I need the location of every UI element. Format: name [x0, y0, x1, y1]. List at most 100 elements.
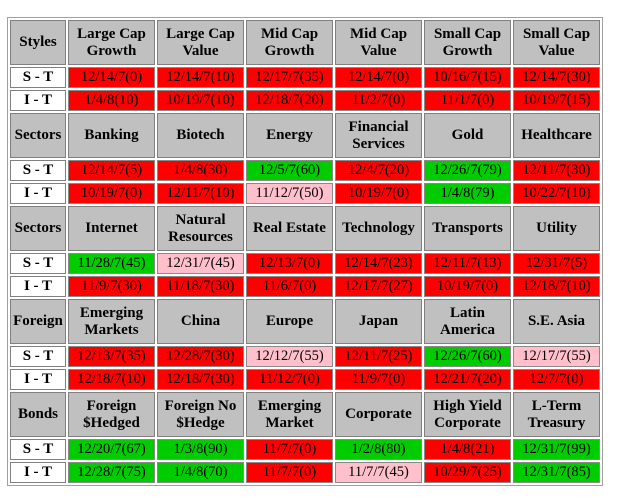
signal-cell: 11/6/7(0) — [246, 276, 333, 297]
signal-cell: 12/14/7(23) — [335, 253, 422, 274]
table-row: I - T 12/28/7(75) 1/4/8(70) 11/7/7(0) 11/7/7… — [10, 462, 600, 483]
signal-cell: 12/13/7(35) — [68, 346, 155, 367]
signal-cell: 11/18/7(30) — [157, 276, 244, 297]
column-header-latin-america: Latin America — [424, 299, 511, 344]
row-label-s-t: S - T — [10, 439, 66, 460]
signal-cell: 10/19/7(0) — [68, 183, 155, 204]
column-header-utility: Utility — [513, 206, 600, 251]
group-header-row: Styles Large Cap Growth Large Cap Value Mid… — [10, 20, 600, 65]
signal-cell: 12/26/7(60) — [424, 346, 511, 367]
table-row: I - T 1/4/8(10) 10/19/7(10) 12/18/7(20) 11/2… — [10, 90, 600, 111]
signal-cell: 12/11/7(10) — [157, 183, 244, 204]
column-header-natural-resources: Natural Resources — [157, 206, 244, 251]
group-header-row: Sectors Banking Biotech Energy Financial Ser… — [10, 113, 600, 158]
group-label-sectors: Sectors — [10, 206, 66, 251]
signal-cell: 12/11/7(25) — [335, 346, 422, 367]
column-header-real-estate: Real Estate — [246, 206, 333, 251]
signal-cell: 11/1/7(0) — [424, 90, 511, 111]
signal-cell: 12/14/7(5) — [68, 160, 155, 181]
signal-cell: 12/14/7(30) — [513, 67, 600, 88]
signal-cell: 12/20/7(67) — [68, 439, 155, 460]
signal-cell: 10/16/7(15) — [424, 67, 511, 88]
signal-cell: 1/4/8(30) — [157, 160, 244, 181]
signal-cell: 12/28/7(75) — [68, 462, 155, 483]
group-label-sectors: Sectors — [10, 113, 66, 158]
signal-cell: 11/28/7(45) — [68, 253, 155, 274]
signal-cell: 12/18/7(30) — [157, 369, 244, 390]
column-header-energy: Energy — [246, 113, 333, 158]
column-header-small-cap-value: Small Cap Value — [513, 20, 600, 65]
column-header-small-cap-growth: Small Cap Growth — [424, 20, 511, 65]
signal-cell: 1/3/8(90) — [157, 439, 244, 460]
row-label-i-t: I - T — [10, 183, 66, 204]
column-header-banking: Banking — [68, 113, 155, 158]
signal-cell: 12/28/7(30) — [157, 346, 244, 367]
column-header-biotech: Biotech — [157, 113, 244, 158]
signal-cell: 1/4/8(10) — [68, 90, 155, 111]
signal-cell: 1/4/8(21) — [424, 439, 511, 460]
column-header-s-e-asia: S.E. Asia — [513, 299, 600, 344]
signal-cell: 12/17/7(27) — [335, 276, 422, 297]
signal-cell: 12/13/7(0) — [246, 253, 333, 274]
column-header-foreign-hedged: Foreign $Hedged — [68, 392, 155, 437]
column-header-high-yield-corporate: High Yield Corporate — [424, 392, 511, 437]
column-header-technology: Technology — [335, 206, 422, 251]
signal-cell: 12/14/7(0) — [335, 67, 422, 88]
signal-cell: 12/7/7(0) — [513, 369, 600, 390]
column-header-large-cap-value: Large Cap Value — [157, 20, 244, 65]
signal-cell: 12/5/7(60) — [246, 160, 333, 181]
signal-cell: 11/9/7(30) — [68, 276, 155, 297]
signal-cell: 12/11/7(30) — [513, 160, 600, 181]
column-header-emerging-market: Emerging Market — [246, 392, 333, 437]
signal-cell: 12/31/7(99) — [513, 439, 600, 460]
row-label-s-t: S - T — [10, 346, 66, 367]
row-label-i-t: I - T — [10, 276, 66, 297]
row-label-s-t: S - T — [10, 67, 66, 88]
table-row: S - T 12/14/7(5) 1/4/8(30) 12/5/7(60) 12/4/7… — [10, 160, 600, 181]
row-label-s-t: S - T — [10, 253, 66, 274]
signal-cell: 12/17/7(35) — [246, 67, 333, 88]
signal-cell: 12/31/7(85) — [513, 462, 600, 483]
signal-cell: 12/12/7(55) — [246, 346, 333, 367]
column-header-gold: Gold — [424, 113, 511, 158]
signal-cell: 12/11/7(13) — [424, 253, 511, 274]
signal-cell: 11/12/7(50) — [246, 183, 333, 204]
signal-cell: 12/18/7(20) — [246, 90, 333, 111]
column-header-financial-services: Financial Services — [335, 113, 422, 158]
row-label-i-t: I - T — [10, 462, 66, 483]
column-header-europe: Europe — [246, 299, 333, 344]
column-header-china: China — [157, 299, 244, 344]
signal-cell: 11/7/7(0) — [246, 439, 333, 460]
table-row: I - T 10/19/7(0) 12/11/7(10) 11/12/7(50) 10/… — [10, 183, 600, 204]
signal-cell: 12/31/7(45) — [157, 253, 244, 274]
signal-cell: 10/19/7(0) — [424, 276, 511, 297]
group-label-foreign: Foreign — [10, 299, 66, 344]
signal-cell: 12/14/7(10) — [157, 67, 244, 88]
signal-cell: 11/7/7(45) — [335, 462, 422, 483]
table-row: S - T 12/13/7(35) 12/28/7(30) 12/12/7(55) 12… — [10, 346, 600, 367]
column-header-japan: Japan — [335, 299, 422, 344]
signal-cell: 11/9/7(0) — [335, 369, 422, 390]
table-row: S - T 12/20/7(67) 1/3/8(90) 11/7/7(0) 1/2/8(… — [10, 439, 600, 460]
signal-cell: 10/19/7(0) — [335, 183, 422, 204]
group-label-bonds: Bonds — [10, 392, 66, 437]
sector-signal-table: Styles Large Cap Growth Large Cap Value Mid… — [7, 17, 603, 486]
column-header-corporate: Corporate — [335, 392, 422, 437]
row-label-i-t: I - T — [10, 90, 66, 111]
group-header-row: Sectors Internet Natural Resources Real Est… — [10, 206, 600, 251]
signal-cell: 1/4/8(70) — [157, 462, 244, 483]
signal-cell: 11/2/7(0) — [335, 90, 422, 111]
column-header-mid-cap-value: Mid Cap Value — [335, 20, 422, 65]
group-label-styles: Styles — [10, 20, 66, 65]
signal-cell: 12/4/7(20) — [335, 160, 422, 181]
column-header-internet: Internet — [68, 206, 155, 251]
signal-cell: 12/18/7(10) — [513, 276, 600, 297]
group-header-row: Foreign Emerging Markets China Europe Japan L… — [10, 299, 600, 344]
group-header-row: Bonds Foreign $Hedged Foreign No $Hedge Eme… — [10, 392, 600, 437]
signal-cell: 10/22/7(10) — [513, 183, 600, 204]
signal-cell: 10/19/7(15) — [513, 90, 600, 111]
row-label-s-t: S - T — [10, 160, 66, 181]
signal-cell: 11/7/7(0) — [246, 462, 333, 483]
signal-cell: 12/21/7(20) — [424, 369, 511, 390]
signal-cell: 12/18/7(10) — [68, 369, 155, 390]
